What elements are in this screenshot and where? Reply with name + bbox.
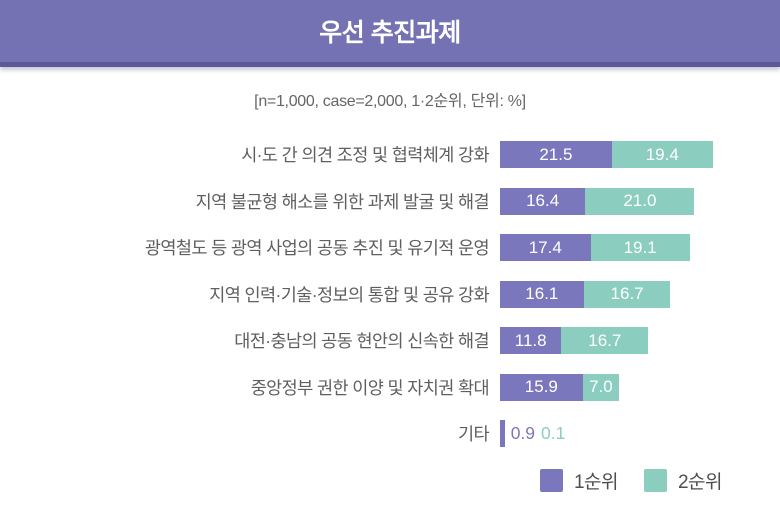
bar-segment-rank1 (500, 420, 505, 447)
stacked-bar: 15.9 7.0 (500, 373, 620, 401)
legend-swatch-rank2 (643, 468, 667, 492)
legend-label-rank1: 1순위 (573, 471, 619, 493)
legend-swatch-rank1 (539, 468, 563, 492)
bar-segment-rank2: 16.7 (561, 327, 649, 354)
stacked-bar: 16.1 16.7 (500, 280, 671, 308)
value-label-rank2: 0.1 (541, 423, 566, 443)
bar-segment-rank2: 16.7 (583, 280, 671, 308)
chart-row: 기타 0.9 0.1 (0, 420, 780, 447)
stacked-bar: 17.4 19.1 (500, 234, 690, 261)
stacked-bar: 11.8 16.7 (500, 327, 649, 354)
bar-segment-rank1: 21.5 (500, 141, 612, 168)
legend-item-rank1: 1순위 (539, 467, 619, 494)
bar-segment-rank2: 21.0 (585, 187, 695, 215)
bar-segment-rank2: 19.1 (590, 234, 690, 261)
legend: 1순위 2순위 (0, 467, 780, 494)
category-label: 지역 불균형 해소를 위한 과제 발굴 및 해결 (195, 191, 490, 212)
bar-segment-rank1: 15.9 (500, 373, 583, 401)
bar-segment-rank2: 19.4 (611, 141, 713, 168)
category-label: 기타 (458, 424, 490, 444)
chart-row: 중앙정부 권한 이양 및 자치권 확대 15.9 7.0 (0, 373, 780, 401)
category-label: 대전·충남의 공동 현안의 신속한 해결 (234, 331, 489, 351)
bar-segment-rank1: 17.4 (500, 234, 591, 261)
value-label-rank1: 0.9 (510, 423, 536, 443)
chart-subtitle: [n=1,000, case=2,000, 1·2순위, 단위: %] (254, 93, 526, 110)
chart-row: 지역 불균형 해소를 위한 과제 발굴 및 해결 16.4 21.0 (0, 187, 780, 215)
legend-label-rank2: 2순위 (677, 471, 723, 493)
bar-segment-rank1: 16.1 (500, 280, 584, 308)
chart-row: 대전·충남의 공동 현안의 신속한 해결 11.8 16.7 (0, 327, 780, 354)
bar-segment-rank1: 11.8 (500, 327, 562, 354)
category-label: 시·도 간 의견 조정 및 협력체계 강화 (241, 145, 489, 165)
bar-segment-rank2: 7.0 (582, 373, 620, 401)
chart-row: 시·도 간 의견 조정 및 협력체계 강화 21.5 19.4 (0, 141, 780, 168)
category-label: 중앙정부 권한 이양 및 자치권 확대 (250, 377, 490, 398)
bar-segment-rank1: 16.4 (500, 187, 586, 215)
stacked-bar: 16.4 21.0 (500, 187, 695, 215)
chart-row: 광역철도 등 광역 사업의 공동 추진 및 유기적 운영 17.4 19.1 (0, 234, 780, 261)
category-label: 지역 인력·기술·정보의 통합 및 공유 강화 (209, 284, 489, 305)
category-label: 광역철도 등 광역 사업의 공동 추진 및 유기적 운영 (144, 238, 490, 258)
chart-row: 지역 인력·기술·정보의 통합 및 공유 강화 16.1 16.7 (0, 280, 780, 308)
stacked-bar: 0.9 0.1 (500, 420, 565, 447)
stacked-bar: 21.5 19.4 (500, 141, 713, 168)
page-title: 우선 추진과제 (319, 19, 461, 47)
title-banner: 우선 추진과제 (0, 0, 780, 67)
legend-item-rank2: 2순위 (643, 467, 723, 494)
stacked-bar-chart: 시·도 간 의견 조정 및 협력체계 강화 21.5 19.4 지역 불균형 해소를 … (0, 141, 780, 447)
